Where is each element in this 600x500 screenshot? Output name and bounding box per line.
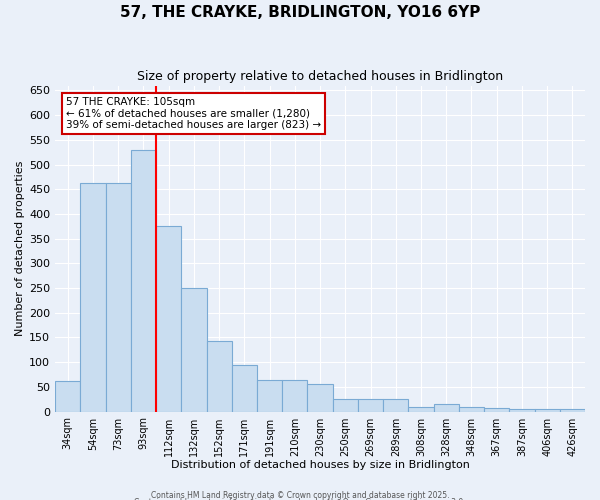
Bar	[181, 288, 206, 412]
Bar	[332, 399, 358, 411]
Bar	[358, 399, 383, 411]
Bar	[307, 384, 332, 411]
Title: Size of property relative to detached houses in Bridlington: Size of property relative to detached ho…	[137, 70, 503, 83]
Bar	[509, 409, 535, 412]
Bar	[80, 183, 106, 412]
Bar	[131, 150, 156, 411]
Text: 57, THE CRAYKE, BRIDLINGTON, YO16 6YP: 57, THE CRAYKE, BRIDLINGTON, YO16 6YP	[120, 5, 480, 20]
Bar	[484, 408, 509, 412]
Text: 57 THE CRAYKE: 105sqm
← 61% of detached houses are smaller (1,280)
39% of semi-d: 57 THE CRAYKE: 105sqm ← 61% of detached …	[66, 97, 321, 130]
Bar	[535, 409, 560, 412]
Bar	[156, 226, 181, 412]
Bar	[206, 341, 232, 411]
Text: Contains public sector information licensed under the Open Government Licence v3: Contains public sector information licen…	[134, 498, 466, 500]
X-axis label: Distribution of detached houses by size in Bridlington: Distribution of detached houses by size …	[170, 460, 470, 470]
Bar	[383, 399, 409, 411]
Bar	[257, 380, 282, 412]
Bar	[106, 183, 131, 412]
Bar	[459, 406, 484, 412]
Y-axis label: Number of detached properties: Number of detached properties	[15, 161, 25, 336]
Bar	[409, 406, 434, 412]
Bar	[434, 404, 459, 411]
Bar	[232, 364, 257, 412]
Bar	[560, 409, 585, 412]
Text: Contains HM Land Registry data © Crown copyright and database right 2025.: Contains HM Land Registry data © Crown c…	[151, 490, 449, 500]
Bar	[282, 380, 307, 412]
Bar	[55, 381, 80, 412]
